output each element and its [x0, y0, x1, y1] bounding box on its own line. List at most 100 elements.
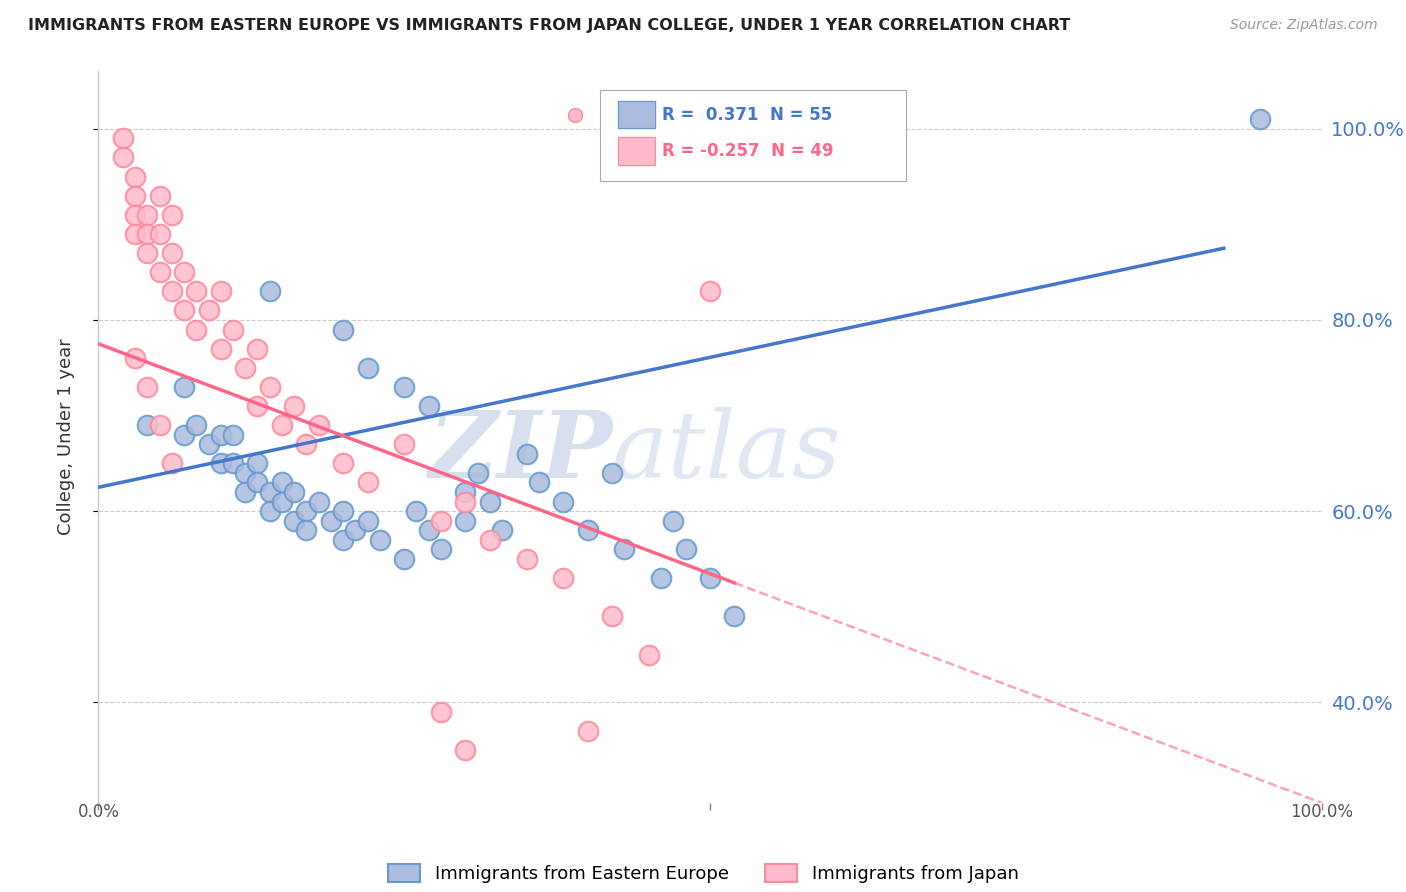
Point	[405, 504, 427, 518]
Point	[222, 427, 245, 442]
Point	[454, 743, 477, 757]
Bar	[619, 101, 655, 128]
Point	[283, 514, 305, 528]
Text: atlas: atlas	[612, 407, 842, 497]
Point	[491, 524, 513, 538]
Point	[209, 342, 232, 356]
Point	[160, 456, 183, 470]
Point	[392, 552, 416, 566]
Point	[600, 609, 623, 624]
Point	[332, 322, 354, 336]
Point	[723, 609, 745, 624]
Point	[454, 485, 477, 500]
Point	[392, 437, 416, 451]
Point	[308, 418, 330, 433]
Point	[515, 447, 537, 461]
FancyBboxPatch shape	[600, 90, 905, 181]
Point	[454, 514, 477, 528]
Point	[259, 380, 281, 394]
Point	[160, 285, 183, 299]
Point	[283, 399, 305, 413]
Text: ZIP: ZIP	[427, 407, 612, 497]
Point	[209, 285, 232, 299]
Legend: Immigrants from Eastern Europe, Immigrants from Japan: Immigrants from Eastern Europe, Immigran…	[388, 863, 1018, 883]
Point	[136, 380, 159, 394]
Point	[173, 380, 195, 394]
Point	[319, 514, 342, 528]
Point	[222, 456, 245, 470]
Point	[308, 494, 330, 508]
Point	[650, 571, 672, 585]
Point	[368, 533, 391, 547]
Point	[699, 285, 721, 299]
Point	[259, 285, 281, 299]
Point	[160, 246, 183, 260]
Point	[392, 380, 416, 394]
Point	[356, 360, 378, 375]
Point	[270, 475, 294, 490]
Bar	[619, 137, 655, 165]
Point	[124, 227, 146, 241]
Point	[173, 265, 195, 279]
Point	[246, 456, 269, 470]
Point	[283, 485, 305, 500]
Text: Source: ZipAtlas.com: Source: ZipAtlas.com	[1230, 18, 1378, 32]
Point	[173, 427, 195, 442]
Point	[295, 524, 318, 538]
Point	[173, 303, 195, 318]
Point	[186, 418, 208, 433]
Point	[295, 504, 318, 518]
Point	[246, 399, 269, 413]
Point	[418, 399, 440, 413]
Point	[149, 227, 172, 241]
Point	[124, 351, 146, 366]
Point	[430, 705, 453, 719]
Point	[270, 494, 294, 508]
Point	[467, 466, 489, 480]
Y-axis label: College, Under 1 year: College, Under 1 year	[56, 339, 75, 535]
Point	[1249, 112, 1271, 127]
Point	[356, 475, 378, 490]
Point	[600, 466, 623, 480]
Point	[576, 524, 599, 538]
Point	[675, 542, 697, 557]
Point	[233, 485, 256, 500]
Point	[454, 494, 477, 508]
Point	[259, 485, 281, 500]
Point	[111, 150, 134, 164]
Point	[430, 514, 453, 528]
Point	[259, 504, 281, 518]
Point	[233, 360, 256, 375]
Point	[344, 524, 367, 538]
Text: 0.0%: 0.0%	[77, 803, 120, 821]
Point	[197, 303, 219, 318]
Point	[478, 494, 501, 508]
Point	[124, 188, 146, 202]
Point	[160, 208, 183, 222]
Point	[356, 514, 378, 528]
Point	[124, 169, 146, 184]
Point	[111, 131, 134, 145]
Point	[209, 427, 232, 442]
Point	[515, 552, 537, 566]
Point	[246, 342, 269, 356]
Point	[124, 208, 146, 222]
Point	[332, 504, 354, 518]
Point	[662, 514, 685, 528]
Point	[332, 533, 354, 547]
Point	[246, 475, 269, 490]
Point	[186, 285, 208, 299]
Point	[149, 418, 172, 433]
Point	[136, 227, 159, 241]
Point	[136, 208, 159, 222]
Point	[418, 524, 440, 538]
Point	[295, 437, 318, 451]
Point	[527, 475, 550, 490]
Point	[270, 418, 294, 433]
Point	[478, 533, 501, 547]
Point	[149, 265, 172, 279]
Point	[186, 322, 208, 336]
Text: IMMIGRANTS FROM EASTERN EUROPE VS IMMIGRANTS FROM JAPAN COLLEGE, UNDER 1 YEAR CO: IMMIGRANTS FROM EASTERN EUROPE VS IMMIGR…	[28, 18, 1070, 33]
Point	[136, 246, 159, 260]
Bar	[619, 137, 655, 165]
